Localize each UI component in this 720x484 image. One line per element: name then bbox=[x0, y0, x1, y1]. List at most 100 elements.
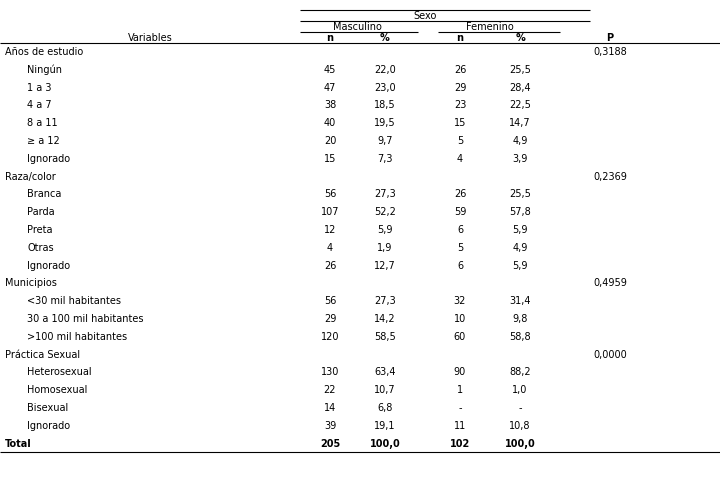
Text: 22,0: 22,0 bbox=[374, 65, 396, 75]
Text: 56: 56 bbox=[324, 296, 336, 305]
Text: 32: 32 bbox=[454, 296, 466, 305]
Text: %: % bbox=[380, 33, 390, 43]
Text: Heterosexual: Heterosexual bbox=[27, 367, 91, 377]
Text: 12: 12 bbox=[324, 225, 336, 235]
Text: 57,8: 57,8 bbox=[509, 207, 531, 217]
Text: 15: 15 bbox=[454, 118, 466, 128]
Text: P: P bbox=[606, 33, 613, 43]
Text: 25,5: 25,5 bbox=[509, 65, 531, 75]
Text: <30 mil habitantes: <30 mil habitantes bbox=[27, 296, 121, 305]
Text: 100,0: 100,0 bbox=[505, 438, 536, 448]
Text: Bisexual: Bisexual bbox=[27, 402, 68, 412]
Text: 47: 47 bbox=[324, 82, 336, 92]
Text: Ignorado: Ignorado bbox=[27, 420, 70, 430]
Text: >100 mil habitantes: >100 mil habitantes bbox=[27, 331, 127, 341]
Text: 19,5: 19,5 bbox=[374, 118, 396, 128]
Text: 9,8: 9,8 bbox=[513, 313, 528, 323]
Text: 23,0: 23,0 bbox=[374, 82, 396, 92]
Text: 25,5: 25,5 bbox=[509, 189, 531, 199]
Text: 130: 130 bbox=[321, 367, 339, 377]
Text: 22,5: 22,5 bbox=[509, 100, 531, 110]
Text: 0,2369: 0,2369 bbox=[593, 171, 627, 181]
Text: 5: 5 bbox=[457, 242, 463, 252]
Text: 29: 29 bbox=[454, 82, 466, 92]
Text: 1,9: 1,9 bbox=[377, 242, 392, 252]
Text: 12,7: 12,7 bbox=[374, 260, 396, 270]
Text: ≥ a 12: ≥ a 12 bbox=[27, 136, 60, 146]
Text: Total: Total bbox=[5, 438, 32, 448]
Text: 19,1: 19,1 bbox=[374, 420, 396, 430]
Text: n: n bbox=[326, 33, 333, 43]
Text: Femenino: Femenino bbox=[466, 22, 514, 32]
Text: Branca: Branca bbox=[27, 189, 61, 199]
Text: 10: 10 bbox=[454, 313, 466, 323]
Text: 102: 102 bbox=[450, 438, 470, 448]
Text: Años de estudio: Años de estudio bbox=[5, 47, 84, 57]
Text: 120: 120 bbox=[320, 331, 339, 341]
Text: Municipios: Municipios bbox=[5, 278, 57, 288]
Text: 59: 59 bbox=[454, 207, 466, 217]
Text: 58,8: 58,8 bbox=[509, 331, 531, 341]
Text: 1: 1 bbox=[457, 384, 463, 394]
Text: Práctica Sexual: Práctica Sexual bbox=[5, 349, 80, 359]
Text: Sexo: Sexo bbox=[413, 11, 437, 21]
Text: 1,0: 1,0 bbox=[513, 384, 528, 394]
Text: 7,3: 7,3 bbox=[377, 153, 392, 164]
Text: 52,2: 52,2 bbox=[374, 207, 396, 217]
Text: %: % bbox=[515, 33, 525, 43]
Text: 39: 39 bbox=[324, 420, 336, 430]
Text: 0,3188: 0,3188 bbox=[593, 47, 627, 57]
Text: 5: 5 bbox=[457, 136, 463, 146]
Text: Ignorado: Ignorado bbox=[27, 153, 70, 164]
Text: Ningún: Ningún bbox=[27, 64, 62, 75]
Text: 14,2: 14,2 bbox=[374, 313, 396, 323]
Text: 31,4: 31,4 bbox=[509, 296, 531, 305]
Text: 30 a 100 mil habitantes: 30 a 100 mil habitantes bbox=[27, 313, 143, 323]
Text: 4,9: 4,9 bbox=[513, 242, 528, 252]
Text: 38: 38 bbox=[324, 100, 336, 110]
Text: 6: 6 bbox=[457, 225, 463, 235]
Text: 14: 14 bbox=[324, 402, 336, 412]
Text: n: n bbox=[456, 33, 464, 43]
Text: 205: 205 bbox=[320, 438, 340, 448]
Text: 56: 56 bbox=[324, 189, 336, 199]
Text: 5,9: 5,9 bbox=[512, 260, 528, 270]
Text: 28,4: 28,4 bbox=[509, 82, 531, 92]
Text: 63,4: 63,4 bbox=[374, 367, 396, 377]
Text: 27,3: 27,3 bbox=[374, 189, 396, 199]
Text: 107: 107 bbox=[320, 207, 339, 217]
Text: Ignorado: Ignorado bbox=[27, 260, 70, 270]
Text: 10,7: 10,7 bbox=[374, 384, 396, 394]
Text: 4,9: 4,9 bbox=[513, 136, 528, 146]
Text: 26: 26 bbox=[324, 260, 336, 270]
Text: Masculino: Masculino bbox=[333, 22, 382, 32]
Text: Preta: Preta bbox=[27, 225, 53, 235]
Text: 14,7: 14,7 bbox=[509, 118, 531, 128]
Text: 4: 4 bbox=[457, 153, 463, 164]
Text: 20: 20 bbox=[324, 136, 336, 146]
Text: 15: 15 bbox=[324, 153, 336, 164]
Text: 100,0: 100,0 bbox=[369, 438, 400, 448]
Text: 18,5: 18,5 bbox=[374, 100, 396, 110]
Text: 22: 22 bbox=[324, 384, 336, 394]
Text: 5,9: 5,9 bbox=[512, 225, 528, 235]
Text: 10,8: 10,8 bbox=[509, 420, 531, 430]
Text: 4: 4 bbox=[327, 242, 333, 252]
Text: 88,2: 88,2 bbox=[509, 367, 531, 377]
Text: Parda: Parda bbox=[27, 207, 55, 217]
Text: 11: 11 bbox=[454, 420, 466, 430]
Text: 6: 6 bbox=[457, 260, 463, 270]
Text: 6,8: 6,8 bbox=[377, 402, 392, 412]
Text: Raza/color: Raza/color bbox=[5, 171, 55, 181]
Text: 29: 29 bbox=[324, 313, 336, 323]
Text: 8 a 11: 8 a 11 bbox=[27, 118, 58, 128]
Text: 4 a 7: 4 a 7 bbox=[27, 100, 52, 110]
Text: 9,7: 9,7 bbox=[377, 136, 392, 146]
Text: 1 a 3: 1 a 3 bbox=[27, 82, 52, 92]
Text: -: - bbox=[458, 402, 462, 412]
Text: 27,3: 27,3 bbox=[374, 296, 396, 305]
Text: 0,4959: 0,4959 bbox=[593, 278, 627, 288]
Text: Homosexual: Homosexual bbox=[27, 384, 87, 394]
Text: 90: 90 bbox=[454, 367, 466, 377]
Text: 40: 40 bbox=[324, 118, 336, 128]
